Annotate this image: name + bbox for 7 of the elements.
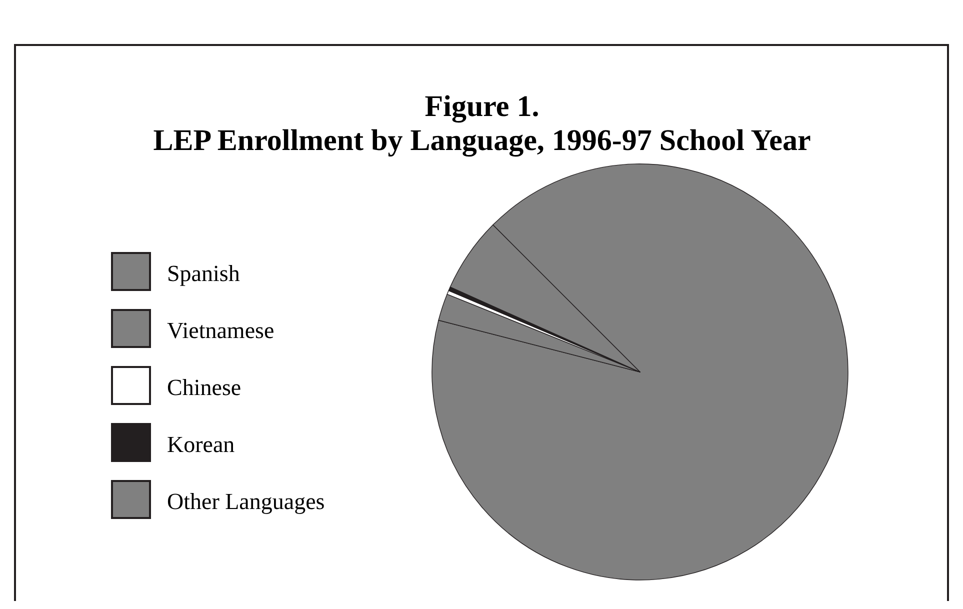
legend-label: Spanish — [167, 261, 240, 286]
chart-title: Figure 1. LEP Enrollment by Language, 1996-97 School Year — [153, 90, 811, 157]
legend-label: Chinese — [167, 375, 242, 400]
legend-label: Other Languages — [167, 489, 325, 514]
pie-slice — [432, 164, 848, 580]
legend-label: Korean — [167, 432, 236, 457]
legend-label: Vietnamese — [167, 318, 274, 343]
